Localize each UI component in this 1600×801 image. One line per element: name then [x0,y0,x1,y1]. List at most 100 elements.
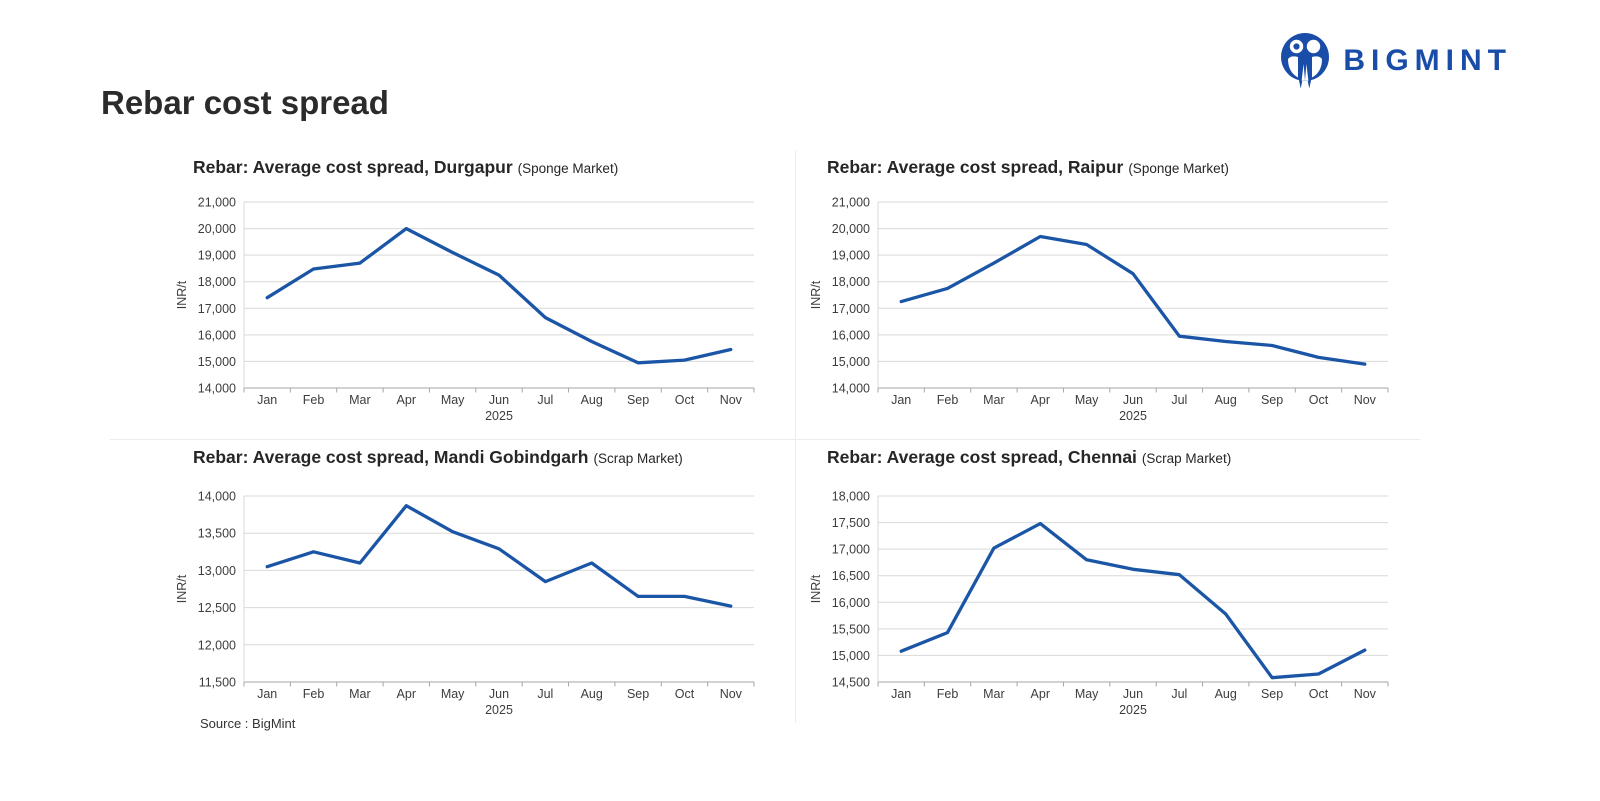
y-tick-label: 14,500 [832,676,870,690]
bigmint-logo-text: BIGMINT [1343,44,1512,77]
x-tick-label: Sep [627,393,649,407]
x-tick-label: May [441,687,465,701]
x-tick-label: Apr [1031,393,1050,407]
x-tick-label: Nov [1354,393,1377,407]
y-axis-title: INR/t [175,574,189,603]
series-line [265,504,733,608]
x-tick-label: Mar [983,687,1005,701]
y-axis-title: INR/t [175,280,189,309]
x-tick-label: Jul [1171,687,1187,701]
y-tick-label: 16,000 [832,328,870,342]
chennai-line-chart: 18,000 17,500 17,000 16,500 16,000 15,500 15,0… [802,480,1410,729]
y-tick-label: 17,000 [832,302,870,316]
x-tick-label: Jan [891,393,911,407]
mandi-gobindgarh-line-chart: 14,000 13,500 13,000 12,500 12,000 11,500 Jan F… [168,480,776,729]
x-tick-label: Mar [983,393,1005,407]
raipur-line-chart: 21,000 20,000 19,000 18,000 17,000 16,000 15,0… [802,186,1410,435]
y-tick-label: 15,500 [832,622,870,636]
x-tick-label: Feb [937,687,959,701]
y-axis-title: INR/t [809,280,823,309]
y-tick-label: 16,000 [198,328,236,342]
y-tick-label: 20,000 [832,222,870,236]
chart-subtitle-text: (Sponge Market) [1128,161,1229,176]
chart-card-raipur: Rebar: Average cost spread, Raipur (Spong… [802,157,1410,435]
bigmint-logo-icon [1281,33,1330,89]
y-tick-label: 17,000 [832,543,870,557]
line-chart-svg: 14,000 13,500 13,000 12,500 12,000 11,500 Jan F… [175,490,755,717]
x-tick-label: Nov [720,687,743,701]
x-tick-label: Sep [627,687,649,701]
x-tick-label: Feb [937,393,959,407]
chart-title-text: Rebar: Average cost spread, Chennai [827,447,1137,467]
x-tick-label: Jun [1123,687,1143,701]
chart-title: Rebar: Average cost spread, Chennai (Scra… [827,447,1410,468]
series-line [899,234,1367,366]
line-chart-svg: 21,000 20,000 19,000 18,000 17,000 16,000 15,0… [809,196,1389,423]
chart-title: Rebar: Average cost spread, Durgapur (Spo… [193,157,776,178]
x-tick-label: Jun [489,687,509,701]
series-line [265,226,733,365]
x-tick-label: Jun [489,393,509,407]
x-tick-label: Nov [720,393,743,407]
x-tick-label: Oct [1309,393,1329,407]
x-tick-label: Apr [397,393,416,407]
x-tick-label: Aug [1215,687,1237,701]
x-tick-label: Jul [1171,393,1187,407]
y-tick-label: 15,000 [198,355,236,369]
chart-subtitle-text: (Sponge Market) [517,161,619,176]
source-note: Source : BigMint [200,716,296,731]
y-tick-label: 12,000 [198,638,236,652]
chart-title-text: Rebar: Average cost spread, Mandi Gobind… [193,447,589,467]
y-tick-label: 21,000 [832,196,870,210]
y-axis-title: INR/t [809,574,823,603]
x-tick-label: Jan [257,393,277,407]
x-tick-label: Nov [1354,687,1377,701]
chart-title: Rebar: Average cost spread, Mandi Gobind… [193,447,776,468]
y-tick-label: 16,000 [832,596,870,610]
y-tick-label: 18,000 [832,275,870,289]
page-title: Rebar cost spread [101,84,389,121]
y-tick-label: 14,000 [198,490,236,504]
horizontal-divider [110,439,1420,440]
line-chart-svg: 21,000 20,000 19,000 18,000 17,000 16,000 15,0… [175,196,755,423]
x-tick-label: Feb [303,687,325,701]
chart-card-durgapur: Rebar: Average cost spread, Durgapur (Spo… [168,157,776,435]
x-tick-label: Oct [1309,687,1329,701]
x-axis-year-label: 2025 [1119,703,1147,717]
y-tick-label: 15,000 [832,649,870,663]
y-tick-label: 18,000 [198,275,236,289]
y-tick-label: 19,000 [832,249,870,263]
x-tick-label: Mar [349,393,371,407]
x-tick-label: Oct [675,687,695,701]
chart-title: Rebar: Average cost spread, Raipur (Spong… [827,157,1410,178]
x-tick-label: May [1075,687,1099,701]
x-tick-label: May [1075,393,1099,407]
y-tick-label: 12,500 [198,601,236,615]
y-tick-label: 16,500 [832,569,870,583]
x-tick-label: May [441,393,465,407]
durgapur-line-chart: 21,000 20,000 19,000 18,000 17,000 16,000 15,0… [168,186,776,435]
y-tick-label: 14,000 [198,382,236,396]
y-tick-label: 11,500 [199,676,236,690]
x-tick-label: Sep [1261,393,1283,407]
x-tick-label: Jul [537,393,553,407]
line-chart-svg: 18,000 17,500 17,000 16,500 16,000 15,500 15,0… [809,490,1389,717]
series-line [899,521,1367,680]
y-tick-label: 20,000 [198,222,236,236]
x-tick-label: Apr [1031,687,1050,701]
y-tick-label: 14,000 [832,382,870,396]
x-tick-label: Sep [1261,687,1283,701]
x-tick-label: Jul [537,687,553,701]
y-tick-label: 19,000 [198,249,236,263]
chart-subtitle-text: (Scrap Market) [1141,451,1232,466]
x-axis-year-label: 2025 [485,703,513,717]
x-tick-label: Jan [257,687,277,701]
x-tick-label: Feb [303,393,325,407]
y-tick-label: 17,500 [832,516,870,530]
x-tick-label: Jan [891,687,911,701]
y-tick-label: 17,000 [198,302,236,316]
x-axis-year-label: 2025 [485,409,513,423]
x-tick-label: Aug [1215,393,1237,407]
chart-title-text: Rebar: Average cost spread, Raipur [827,157,1124,177]
